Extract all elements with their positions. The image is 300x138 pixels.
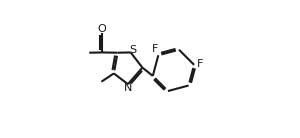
Text: N: N — [124, 83, 133, 93]
Text: S: S — [129, 45, 136, 55]
Text: F: F — [152, 44, 158, 54]
Text: F: F — [197, 59, 203, 69]
Text: O: O — [98, 24, 106, 34]
